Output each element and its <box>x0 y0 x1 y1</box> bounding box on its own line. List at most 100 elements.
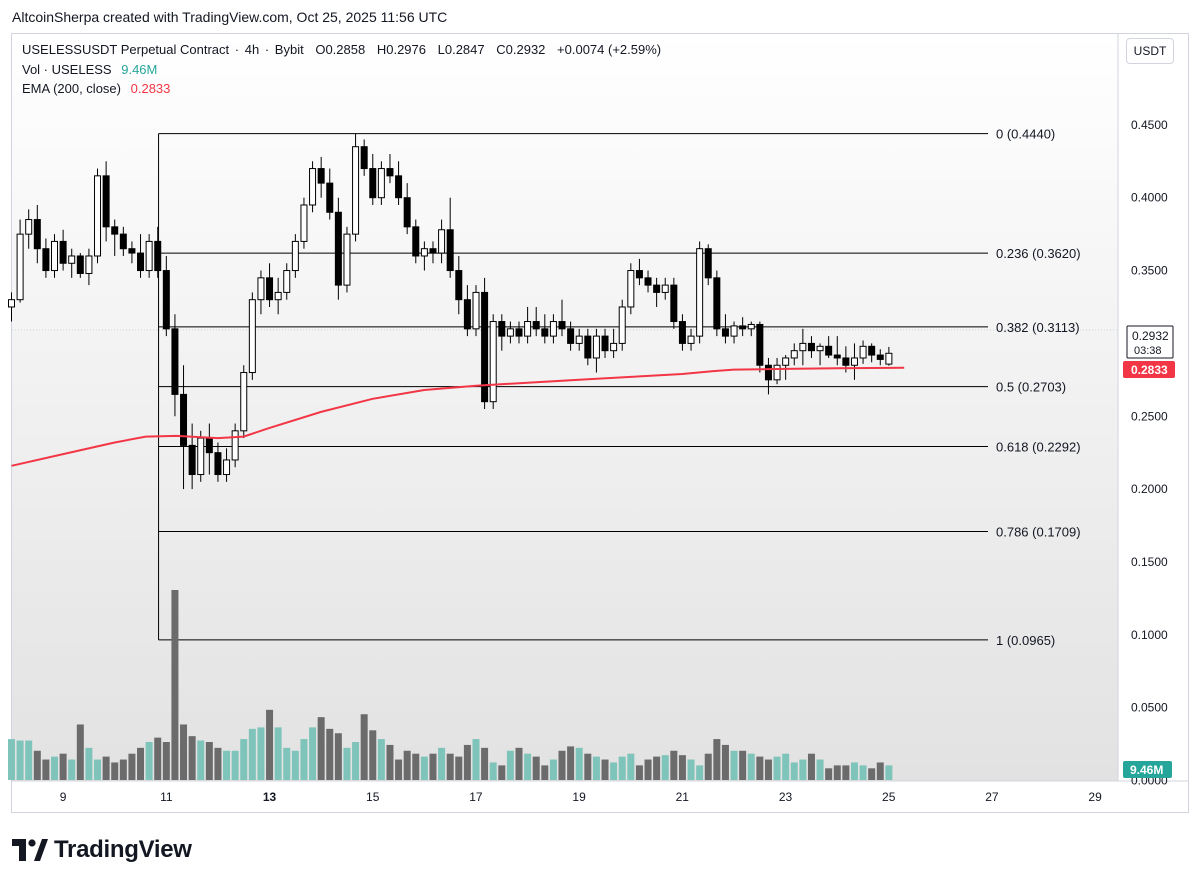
legend-symbol[interactable]: USELESSUSDT Perpetual Contract <box>22 42 230 57</box>
candle-body <box>317 168 325 184</box>
volume-bar <box>248 728 256 780</box>
volume-bar <box>756 756 764 780</box>
candle-body <box>154 240 162 272</box>
volume-bar <box>635 765 643 780</box>
candle-body <box>790 350 798 359</box>
volume-bar <box>274 727 282 780</box>
candle-body <box>171 328 179 395</box>
volume-bar <box>223 750 231 780</box>
volume-bar <box>33 750 41 780</box>
volume-bar <box>541 765 549 780</box>
legend-low: 0.2847 <box>444 42 485 57</box>
candle-body <box>567 328 575 344</box>
volume-bar <box>859 765 867 780</box>
candle-body <box>799 342 807 352</box>
chart-background <box>12 34 1118 781</box>
legend-open-label: O <box>315 42 326 57</box>
candle-body <box>670 284 678 323</box>
volume-bar <box>377 739 385 780</box>
candle-body <box>412 226 420 257</box>
legend-volume-row[interactable]: Vol · USELESS 9.46M <box>22 62 159 77</box>
candle-body <box>782 357 790 366</box>
volume-bar <box>653 756 661 780</box>
candle-body <box>386 168 394 177</box>
candle-body <box>541 328 549 337</box>
fib-level-label: 1 (0.0965) <box>996 633 1055 648</box>
volume-bar <box>420 756 428 780</box>
volume-bar <box>429 753 437 780</box>
bar-countdown: 03:38 <box>1134 345 1162 357</box>
time-axis-labels[interactable]: 9 11 13 15 17 19 21 23 25 27 29 <box>60 790 1102 804</box>
volume-bar <box>59 753 67 780</box>
volume-bar <box>8 739 15 780</box>
volume-bar <box>730 750 738 780</box>
candle-body <box>85 255 93 274</box>
candle-body <box>850 357 858 366</box>
candle-body <box>816 345 824 352</box>
candle-body <box>248 299 256 374</box>
chart-frame[interactable] <box>11 33 1189 813</box>
volume-bar <box>575 747 583 780</box>
volume-bar <box>524 753 532 780</box>
price-tick-label: 0.1500 <box>1131 555 1168 569</box>
candle-body <box>94 175 102 257</box>
fib-level-label: 0.382 (0.3113) <box>996 320 1080 335</box>
candle-body <box>429 248 437 254</box>
volume-bar <box>670 750 678 780</box>
candle-body <box>687 335 695 344</box>
legend-interval[interactable]: 4h <box>244 42 260 57</box>
volume-bar <box>850 762 858 780</box>
candle-body <box>704 248 712 279</box>
candle-body <box>76 255 84 274</box>
legend-separator: · <box>234 42 240 57</box>
candle-body <box>343 233 351 286</box>
volume-bar <box>412 753 420 780</box>
currency-unit-button[interactable]: USDT <box>1126 38 1174 64</box>
candle-body <box>532 321 540 330</box>
candle-body <box>739 325 747 330</box>
candle-body <box>446 229 454 272</box>
candle-body <box>188 444 196 476</box>
candle-body <box>25 219 33 235</box>
candle-body <box>51 240 59 272</box>
price-tick-label: 0.1000 <box>1131 628 1168 642</box>
candle-body <box>498 321 506 337</box>
candle-body <box>713 277 721 330</box>
ema-badge-value: 0.2833 <box>1131 363 1168 377</box>
candle-body <box>825 345 833 356</box>
volume-bar <box>352 742 360 780</box>
price-tick-label: 0.4000 <box>1131 191 1168 205</box>
candle-body <box>584 335 592 359</box>
volume-bar <box>257 727 265 780</box>
tradingview-logo[interactable]: TradingView <box>12 836 192 864</box>
price-axis-labels[interactable]: 0.45000.40000.35000.30000.25000.20000.15… <box>1131 118 1168 788</box>
candle-body <box>223 459 231 476</box>
legend-open: 0.2858 <box>325 42 366 57</box>
legend-ema-label: EMA (200, close) <box>22 81 121 96</box>
candle-body <box>868 345 876 356</box>
volume-bar <box>558 750 566 780</box>
volume-bar <box>291 750 299 780</box>
fib-level-label: 0.618 (0.2292) <box>996 440 1081 455</box>
volume-bar <box>266 709 274 780</box>
legend-volume-label: Vol · USELESS <box>22 62 112 77</box>
volume-bar <box>395 759 403 780</box>
legend-close: 0.2932 <box>505 42 546 57</box>
volume-bar <box>739 750 747 780</box>
volume-bar <box>360 714 368 780</box>
fib-level-label: 0.5 (0.2703) <box>996 380 1066 395</box>
legend-ema-row[interactable]: EMA (200, close) 0.2833 <box>22 81 172 96</box>
candle-body <box>180 393 188 446</box>
volume-bar <box>825 768 833 780</box>
volume-bar <box>25 740 33 780</box>
candle-body <box>876 354 884 360</box>
volume-bar <box>618 756 626 780</box>
volume-bar <box>567 746 575 780</box>
volume-bar <box>876 762 884 780</box>
candle-body <box>472 291 480 330</box>
time-tick-label: 13 <box>263 790 277 804</box>
candle-body <box>377 168 385 199</box>
volume-bar <box>816 759 824 780</box>
price-tick-label: 0.3500 <box>1131 264 1168 278</box>
